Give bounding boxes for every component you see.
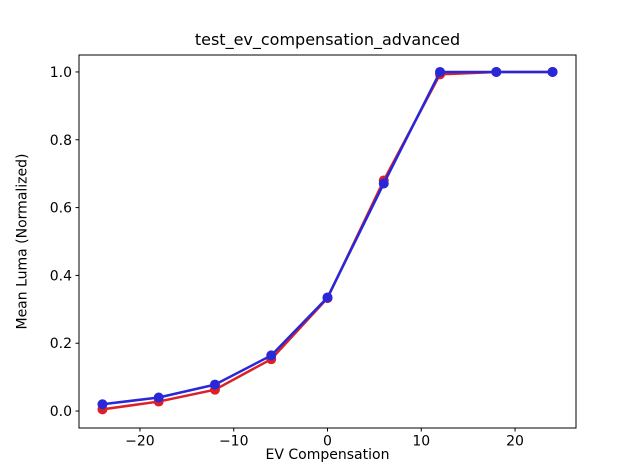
y-tick-label: 0.0: [50, 404, 72, 420]
marker-series-blue: [491, 66, 502, 77]
marker-series-blue: [322, 292, 333, 303]
y-tick-label: 0.4: [50, 268, 72, 284]
x-tick-label: 0: [323, 434, 332, 450]
x-tick-label: −10: [219, 434, 249, 450]
chart-title: test_ev_compensation_advanced: [194, 30, 461, 49]
y-tick-label: 0.6: [50, 201, 72, 217]
x-tick-label: 20: [506, 434, 524, 450]
y-tick-label: 0.2: [50, 336, 72, 352]
axes-frame: [78, 54, 577, 429]
x-tick-label: 10: [412, 434, 430, 450]
x-tick-label: −20: [125, 434, 155, 450]
y-tick-label: 1.0: [50, 65, 72, 81]
marker-series-blue: [378, 178, 389, 189]
line-series-red: [101, 70, 554, 411]
marker-series-blue: [266, 350, 277, 361]
marker-series-blue: [97, 399, 108, 410]
line-series-blue: [101, 70, 554, 406]
y-tick-label: 0.8: [50, 133, 72, 149]
marker-series-blue: [435, 66, 446, 77]
y-axis-label: Mean Luma (Normalized): [14, 153, 31, 330]
marker-series-blue: [547, 66, 558, 77]
marker-series-blue: [209, 379, 220, 390]
x-axis-label: EV Compensation: [265, 447, 390, 463]
marker-series-blue: [153, 392, 164, 403]
